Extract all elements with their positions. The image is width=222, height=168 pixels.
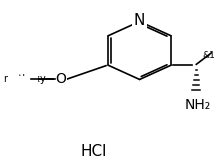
- Text: &1: &1: [202, 51, 215, 60]
- Text: methoxy: methoxy: [3, 74, 46, 84]
- Text: N: N: [134, 13, 145, 28]
- Text: HCl: HCl: [80, 144, 107, 159]
- Text: O: O: [55, 72, 66, 87]
- Bar: [8, 76, 38, 83]
- Text: NH₂: NH₂: [184, 98, 210, 112]
